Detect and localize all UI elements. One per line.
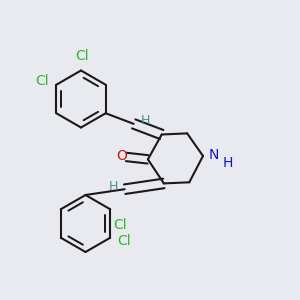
- Text: O: O: [116, 149, 127, 164]
- Text: H: H: [140, 114, 150, 128]
- Text: Cl: Cl: [76, 49, 89, 63]
- Text: Cl: Cl: [118, 234, 131, 248]
- Text: N: N: [208, 148, 219, 162]
- Text: Cl: Cl: [35, 74, 49, 88]
- Text: Cl: Cl: [113, 218, 127, 232]
- Text: H: H: [109, 180, 118, 193]
- Text: H: H: [222, 156, 233, 170]
